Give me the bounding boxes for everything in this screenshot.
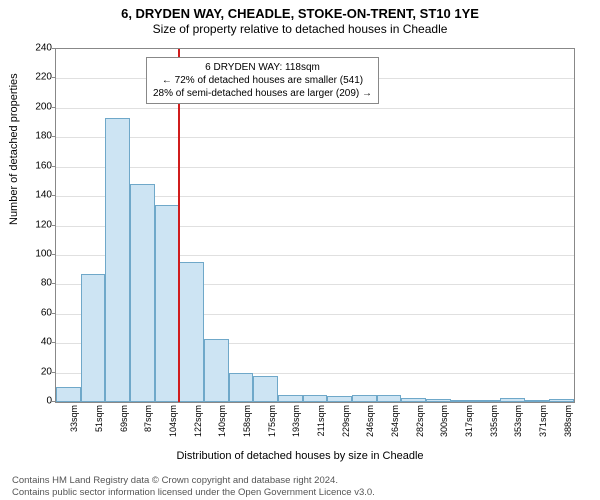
x-tick-label: 175sqm [267, 405, 277, 445]
x-tick-label: 140sqm [217, 405, 227, 445]
footer-text: Contains HM Land Registry data © Crown c… [12, 475, 375, 498]
y-tick-label: 20 [22, 366, 52, 377]
y-axis-label: Number of detached properties [8, 73, 20, 225]
y-tick-label: 60 [22, 307, 52, 318]
y-tick-mark [52, 401, 56, 402]
x-tick-label: 388sqm [563, 405, 573, 445]
histogram-bar [451, 400, 476, 402]
histogram-bar [155, 205, 180, 402]
histogram-bar [105, 118, 130, 402]
histogram-bar [549, 399, 574, 402]
histogram-bar [56, 387, 81, 402]
annotation-line: ← 72% of detached houses are smaller (54… [153, 74, 372, 87]
y-tick-mark [52, 77, 56, 78]
x-tick-label: 229sqm [341, 405, 351, 445]
gridline [56, 167, 574, 168]
y-tick-label: 240 [22, 43, 52, 54]
histogram-bar [352, 395, 377, 402]
x-tick-label: 317sqm [464, 405, 474, 445]
y-tick-label: 40 [22, 337, 52, 348]
y-tick-label: 80 [22, 278, 52, 289]
gridline [56, 108, 574, 109]
y-tick-mark [52, 107, 56, 108]
histogram-bar [81, 274, 106, 402]
x-tick-label: 193sqm [291, 405, 301, 445]
y-tick-mark [52, 48, 56, 49]
chart-title: 6, DRYDEN WAY, CHEADLE, STOKE-ON-TRENT, … [0, 0, 600, 21]
x-tick-label: 371sqm [538, 405, 548, 445]
histogram-bar [327, 396, 352, 402]
x-tick-label: 69sqm [119, 405, 129, 445]
histogram-bar [130, 184, 155, 402]
y-tick-mark [52, 283, 56, 284]
y-tick-mark [52, 313, 56, 314]
histogram-bar [229, 373, 254, 402]
plot-area: 6 DRYDEN WAY: 118sqm← 72% of detached ho… [55, 48, 575, 403]
y-tick-label: 140 [22, 190, 52, 201]
y-tick-label: 180 [22, 131, 52, 142]
annotation-box: 6 DRYDEN WAY: 118sqm← 72% of detached ho… [146, 57, 379, 104]
chart-container: 6, DRYDEN WAY, CHEADLE, STOKE-ON-TRENT, … [0, 0, 600, 500]
x-tick-label: 300sqm [439, 405, 449, 445]
x-tick-label: 51sqm [94, 405, 104, 445]
y-tick-label: 220 [22, 72, 52, 83]
histogram-bar [204, 339, 229, 402]
y-tick-mark [52, 195, 56, 196]
x-tick-label: 87sqm [143, 405, 153, 445]
histogram-bar [475, 400, 500, 402]
histogram-bar [401, 398, 426, 402]
y-tick-mark [52, 136, 56, 137]
x-tick-label: 246sqm [365, 405, 375, 445]
gridline [56, 137, 574, 138]
annotation-line: 6 DRYDEN WAY: 118sqm [153, 61, 372, 74]
histogram-bar [179, 262, 204, 402]
histogram-bar [253, 376, 278, 402]
y-tick-mark [52, 166, 56, 167]
x-axis-label: Distribution of detached houses by size … [0, 450, 600, 462]
x-tick-label: 353sqm [513, 405, 523, 445]
y-tick-mark [52, 225, 56, 226]
histogram-bar [278, 395, 303, 402]
x-tick-label: 122sqm [193, 405, 203, 445]
y-tick-label: 120 [22, 219, 52, 230]
y-tick-mark [52, 342, 56, 343]
histogram-bar [303, 395, 328, 402]
y-tick-label: 200 [22, 101, 52, 112]
x-tick-label: 104sqm [168, 405, 178, 445]
y-tick-label: 160 [22, 160, 52, 171]
x-tick-label: 33sqm [69, 405, 79, 445]
x-tick-label: 282sqm [415, 405, 425, 445]
y-tick-label: 100 [22, 248, 52, 259]
footer-line-1: Contains HM Land Registry data © Crown c… [12, 475, 375, 486]
histogram-bar [377, 395, 402, 402]
histogram-bar [500, 398, 525, 402]
x-tick-label: 158sqm [242, 405, 252, 445]
x-tick-label: 264sqm [390, 405, 400, 445]
y-tick-mark [52, 254, 56, 255]
y-tick-label: 0 [22, 396, 52, 407]
footer-line-2: Contains public sector information licen… [12, 487, 375, 498]
x-tick-label: 335sqm [489, 405, 499, 445]
histogram-bar [525, 400, 550, 402]
annotation-line: 28% of semi-detached houses are larger (… [153, 87, 372, 100]
y-tick-mark [52, 372, 56, 373]
chart-subtitle: Size of property relative to detached ho… [0, 22, 600, 36]
histogram-bar [426, 399, 451, 402]
x-tick-label: 211sqm [316, 405, 326, 445]
